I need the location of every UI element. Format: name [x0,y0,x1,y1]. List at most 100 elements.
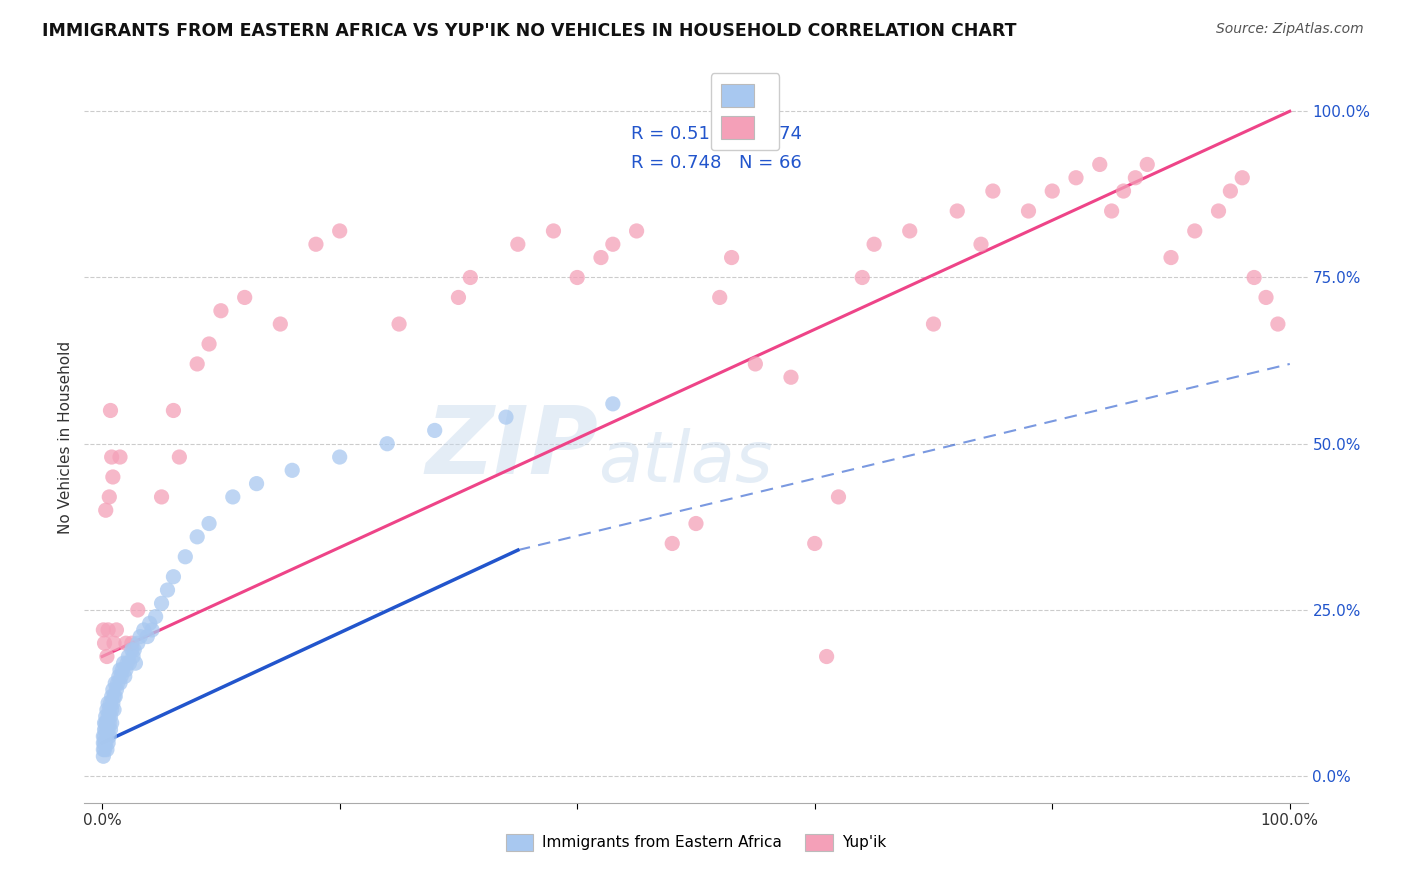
Point [96,742,118,756]
Point [863,237,886,252]
Point [93,742,115,756]
Point [97,623,120,637]
Point [851,270,873,285]
Point [93,742,115,756]
Point [269,317,291,331]
Point [709,290,731,304]
Point [1160,251,1182,265]
Point [100,716,122,731]
Point [103,690,125,704]
Point [98,703,121,717]
Point [1219,184,1241,198]
Text: IMMIGRANTS FROM EASTERN AFRICA VS YUP'IK NO VEHICLES IN HOUSEHOLD CORRELATION CH: IMMIGRANTS FROM EASTERN AFRICA VS YUP'IK… [42,22,1017,40]
Point [233,290,256,304]
Point [305,237,328,252]
Point [162,403,184,417]
Point [101,696,124,710]
Point [602,237,624,252]
Point [1040,184,1063,198]
Point [96,729,118,743]
Point [96,649,118,664]
Point [1254,290,1277,304]
Point [329,450,352,464]
Text: atlas: atlas [598,428,773,497]
Point [186,530,208,544]
Point [122,649,145,664]
Point [93,749,115,764]
Point [93,723,115,737]
Point [97,696,120,710]
Point [100,703,122,717]
Point [245,476,267,491]
Point [602,397,624,411]
Point [803,536,825,550]
Point [186,357,208,371]
Point [1208,204,1230,219]
Point [101,470,124,484]
Point [970,237,993,252]
Point [136,630,159,644]
Point [685,516,707,531]
Point [661,536,683,550]
Point [162,570,184,584]
Point [97,736,120,750]
Point [460,270,482,285]
Point [388,317,411,331]
Point [329,224,352,238]
Point [1088,157,1111,171]
Point [108,450,131,464]
Point [98,490,121,504]
Point [827,490,849,504]
Point [96,716,118,731]
Point [97,709,120,723]
Point [626,224,648,238]
Point [93,716,115,731]
Text: R = 0.513: R = 0.513 [631,125,721,143]
Point [94,716,117,731]
Text: R = 0.748: R = 0.748 [631,153,721,172]
Point [93,736,115,750]
Point [100,696,122,710]
Point [110,669,132,683]
Point [1267,317,1289,331]
Point [122,643,145,657]
Point [423,424,446,438]
Point [115,663,138,677]
Point [543,224,565,238]
Point [132,623,155,637]
Point [115,656,138,670]
Point [375,436,398,450]
Point [94,723,117,737]
Point [174,549,197,564]
Text: Source: ZipAtlas.com: Source: ZipAtlas.com [1216,22,1364,37]
Point [93,729,115,743]
Text: N = 74: N = 74 [738,125,801,143]
Point [103,703,125,717]
Text: ZIP: ZIP [425,402,598,494]
Legend: Immigrants from Eastern Africa, Yup'ik: Immigrants from Eastern Africa, Yup'ik [499,828,893,857]
Point [98,729,121,743]
Point [121,636,143,650]
Point [447,290,470,304]
Point [94,503,117,517]
Point [780,370,803,384]
Point [108,663,131,677]
Point [281,463,304,477]
Point [1243,270,1265,285]
Text: N = 66: N = 66 [738,153,801,172]
Point [209,303,232,318]
Point [93,729,115,743]
Point [127,603,149,617]
Point [744,357,766,371]
Point [94,709,117,723]
Point [141,623,163,637]
Point [114,669,136,683]
Point [145,609,167,624]
Point [100,690,122,704]
Point [105,682,128,697]
Point [1112,184,1135,198]
Point [198,337,221,351]
Point [104,676,127,690]
Point [1232,170,1254,185]
Point [169,450,191,464]
